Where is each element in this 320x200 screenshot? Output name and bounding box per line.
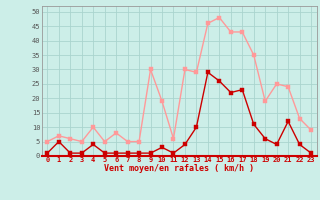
X-axis label: Vent moyen/en rafales ( km/h ): Vent moyen/en rafales ( km/h )	[104, 164, 254, 173]
